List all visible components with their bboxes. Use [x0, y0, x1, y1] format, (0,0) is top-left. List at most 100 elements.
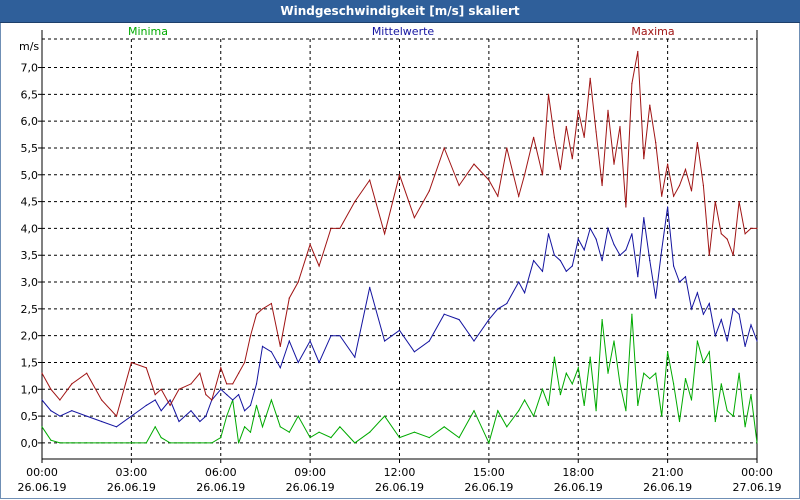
data-point-minima	[625, 410, 627, 412]
data-point-maxima	[589, 77, 591, 79]
data-point-mittelwerte	[443, 313, 445, 315]
data-point-maxima	[678, 184, 681, 187]
data-point-maxima	[684, 168, 687, 170]
data-point-minima	[559, 394, 562, 396]
data-point-maxima	[696, 142, 699, 144]
data-point-mittelwerte	[738, 313, 740, 315]
data-point-mittelwerte	[565, 270, 567, 272]
data-point-mittelwerte	[750, 324, 752, 326]
data-point-mittelwerte	[678, 281, 681, 283]
data-point-minima	[684, 378, 687, 380]
data-point-maxima	[744, 233, 746, 235]
data-point-mittelwerte	[101, 420, 103, 423]
data-point-mittelwerte	[205, 415, 207, 417]
data-point-mittelwerte	[673, 265, 675, 267]
data-point-mittelwerte	[41, 399, 43, 401]
data-point-mittelwerte	[288, 340, 290, 342]
x-tick-time: 18:00	[562, 466, 594, 479]
data-point-maxima	[601, 184, 603, 187]
data-point-mittelwerte	[169, 399, 171, 401]
y-tick-label: 7,0	[21, 62, 39, 75]
data-point-minima	[261, 426, 264, 428]
data-point-minima	[330, 437, 332, 439]
data-point-minima	[649, 378, 651, 380]
data-point-minima	[211, 442, 213, 444]
data-point-minima	[297, 415, 299, 417]
data-point-mittelwerte	[220, 388, 222, 390]
data-point-maxima	[720, 233, 722, 235]
data-point-minima	[518, 410, 520, 412]
data-point-maxima	[613, 163, 615, 165]
data-point-maxima	[643, 158, 645, 160]
data-point-minima	[667, 351, 669, 353]
data-point-mittelwerte	[589, 227, 591, 229]
data-point-maxima	[297, 281, 299, 283]
legend: Minima Mittelwerte Maxima	[128, 25, 675, 38]
data-point-maxima	[86, 372, 88, 374]
data-point-minima	[589, 356, 591, 358]
data-point-maxima	[506, 147, 508, 149]
data-point-minima	[583, 404, 585, 406]
data-point-maxima	[220, 367, 222, 369]
data-point-maxima	[708, 254, 710, 256]
data-point-maxima	[190, 383, 192, 385]
data-point-mittelwerte	[553, 254, 556, 256]
data-point-maxima	[249, 335, 252, 337]
data-point-maxima	[541, 174, 544, 176]
data-point-maxima	[673, 195, 675, 197]
data-point-maxima	[577, 109, 579, 111]
data-point-minima	[369, 431, 371, 433]
data-point-minima	[318, 431, 320, 433]
y-tick-label: 2,0	[21, 330, 39, 343]
data-point-maxima	[726, 238, 728, 240]
y-tick-label: 2,5	[21, 303, 39, 316]
data-point-maxima	[443, 147, 445, 149]
data-point-maxima	[261, 308, 264, 310]
data-point-maxima	[270, 302, 272, 305]
data-point-mittelwerte	[86, 415, 88, 417]
data-point-maxima	[160, 388, 162, 390]
data-point-maxima	[398, 174, 401, 176]
data-point-minima	[249, 431, 252, 433]
data-point-minima	[270, 399, 272, 401]
data-point-minima	[601, 319, 603, 321]
data-point-mittelwerte	[428, 340, 430, 342]
data-point-maxima	[738, 201, 740, 203]
y-tick-label: 3,5	[21, 249, 39, 262]
data-point-mittelwerte	[160, 410, 162, 412]
data-point-mittelwerte	[637, 276, 639, 278]
data-point-maxima	[565, 125, 567, 128]
x-tick-date: 27.06.19	[733, 481, 782, 494]
data-point-mittelwerte	[649, 260, 651, 262]
data-point-minima	[309, 437, 311, 439]
data-point-mittelwerte	[613, 243, 615, 246]
data-point-mittelwerte	[726, 340, 728, 342]
data-point-maxima	[244, 361, 246, 364]
data-point-maxima	[71, 383, 73, 385]
data-point-maxima	[702, 184, 705, 187]
y-tick-label: 5,0	[21, 169, 39, 182]
data-point-mittelwerte	[270, 351, 272, 353]
data-point-minima	[71, 442, 73, 444]
data-point-minima	[199, 442, 201, 444]
x-tick-time: 21:00	[652, 466, 684, 479]
data-point-minima	[678, 420, 681, 423]
data-point-maxima	[649, 104, 651, 106]
data-point-minima	[702, 361, 705, 364]
data-point-mittelwerte	[667, 206, 669, 208]
y-tick-label: 0,5	[21, 410, 39, 423]
data-point-minima	[205, 442, 207, 444]
data-point-mittelwerte	[244, 410, 246, 412]
data-point-minima	[41, 426, 43, 428]
x-tick-time: 06:00	[205, 466, 237, 479]
data-point-mittelwerte	[702, 313, 705, 315]
data-point-maxima	[101, 399, 103, 401]
legend-entry-minima: Minima	[128, 25, 168, 38]
data-point-mittelwerte	[720, 319, 722, 321]
data-point-mittelwerte	[506, 302, 508, 305]
data-point-maxima	[255, 313, 258, 315]
data-point-mittelwerte	[339, 335, 341, 337]
window-title-bar: Windgeschwindigkeit [m/s] skaliert	[0, 0, 800, 23]
data-point-minima	[497, 410, 499, 412]
data-point-maxima	[238, 372, 240, 374]
